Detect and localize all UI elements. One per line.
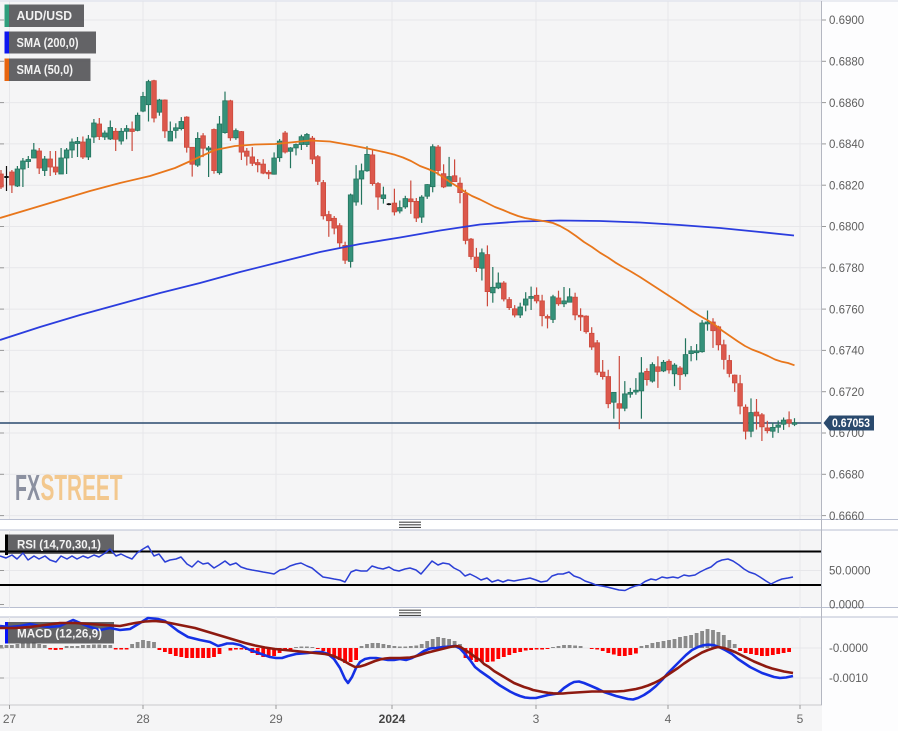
svg-text:28: 28 [136, 712, 150, 726]
svg-text:5: 5 [797, 712, 804, 726]
svg-text:0.6700: 0.6700 [829, 428, 864, 440]
svg-text:2024: 2024 [379, 712, 406, 726]
svg-text:FX: FX [15, 467, 40, 508]
svg-text:MACD (12,26,9): MACD (12,26,9) [17, 629, 102, 641]
svg-text:0.6840: 0.6840 [829, 139, 864, 151]
svg-text:-0.0010: -0.0010 [829, 673, 868, 685]
svg-text:0.6880: 0.6880 [829, 57, 864, 69]
svg-text:0.67053: 0.67053 [832, 418, 870, 430]
svg-text:0.6900: 0.6900 [829, 15, 864, 27]
svg-text:0.6740: 0.6740 [829, 346, 864, 358]
svg-text:RSI (14,70,30,1): RSI (14,70,30,1) [17, 540, 101, 552]
svg-text:27: 27 [3, 712, 17, 726]
svg-text:0.6780: 0.6780 [829, 263, 864, 275]
svg-text:SMA (200,0): SMA (200,0) [17, 36, 79, 50]
svg-text:AUD/USD: AUD/USD [17, 9, 73, 23]
svg-text:3: 3 [533, 712, 540, 726]
svg-text:STREET: STREET [41, 467, 123, 508]
svg-text:-0.0000: -0.0000 [829, 643, 868, 655]
svg-text:4: 4 [665, 712, 672, 726]
svg-text:29: 29 [269, 712, 283, 726]
svg-text:50.0000: 50.0000 [829, 566, 871, 578]
svg-text:0.0000: 0.0000 [829, 600, 864, 612]
svg-text:0.6820: 0.6820 [829, 180, 864, 192]
svg-text:0.6800: 0.6800 [829, 222, 864, 234]
svg-text:0.6680: 0.6680 [829, 470, 864, 482]
svg-text:0.6860: 0.6860 [829, 98, 864, 110]
svg-text:SMA (50,0): SMA (50,0) [17, 63, 74, 77]
svg-text:0.6760: 0.6760 [829, 304, 864, 316]
svg-text:0.6720: 0.6720 [829, 387, 864, 399]
svg-text:0.6660: 0.6660 [829, 511, 864, 523]
